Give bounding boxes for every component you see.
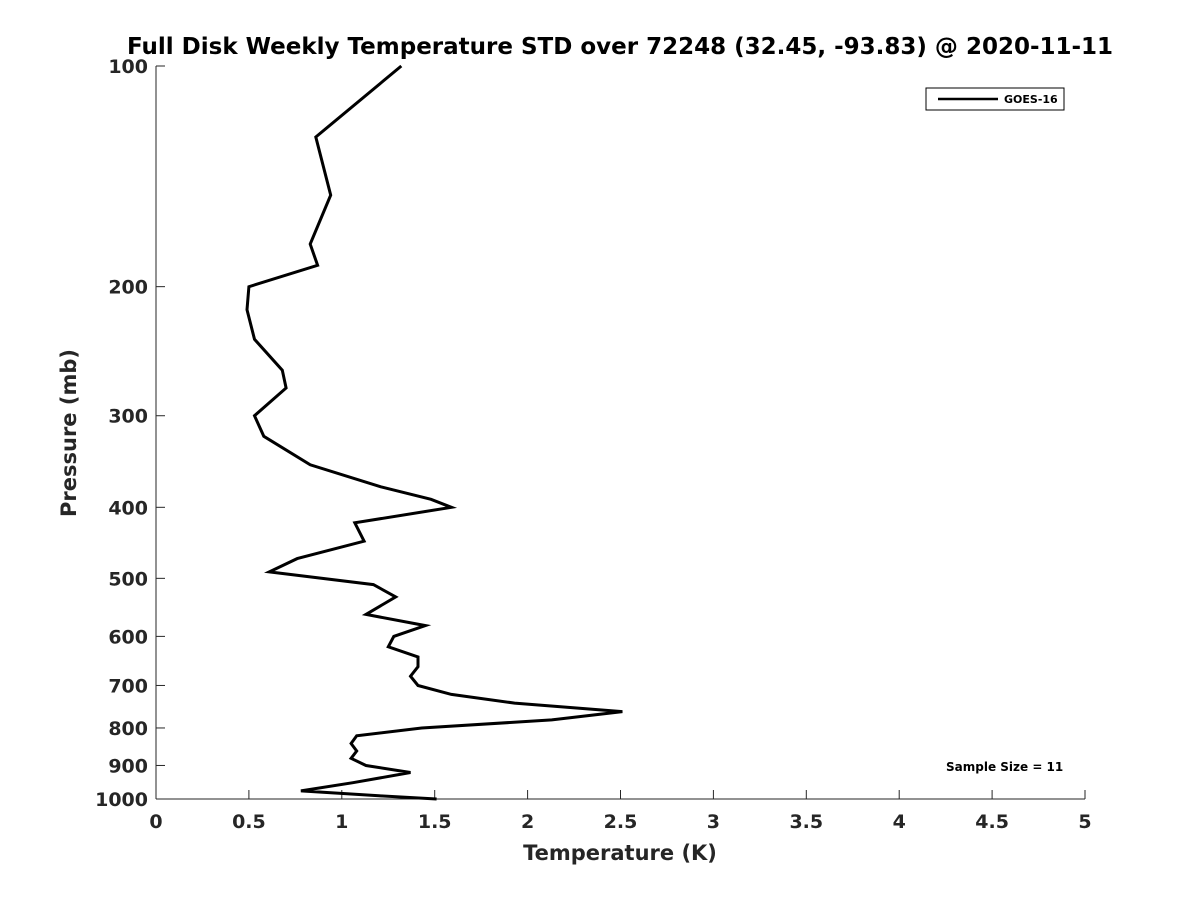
- y-tick-label: 400: [108, 497, 148, 519]
- y-tick-label: 1000: [95, 789, 148, 811]
- y-tick-label: 700: [108, 675, 148, 697]
- y-tick-label: 300: [108, 406, 148, 428]
- x-tick-label: 4.5: [975, 811, 1009, 833]
- y-tick-label: 200: [108, 277, 148, 299]
- y-axis-label: Pressure (mb): [57, 349, 81, 517]
- x-tick-label: 2: [521, 811, 534, 833]
- y-tick-label: 100: [108, 56, 148, 78]
- x-tick-label: 1: [335, 811, 348, 833]
- x-tick-label: 2.5: [604, 811, 638, 833]
- legend: GOES-16: [925, 87, 1065, 111]
- y-axis-ticks: 100 200 300 400 500 600 700 800 900 1000: [95, 56, 165, 811]
- x-tick-label: 0.5: [232, 811, 266, 833]
- series-layer: [245, 64, 623, 801]
- x-tick-label: 0: [149, 811, 162, 833]
- series-line-goes-16: [245, 64, 623, 801]
- x-axis-ticks: 0 0.5 1 1.5 2 2.5 3 3.5 4 4.5 5: [149, 790, 1092, 833]
- plot-area: [155, 66, 1085, 800]
- x-axis-label: Temperature (K): [523, 841, 717, 865]
- y-tick-label: 500: [108, 568, 148, 590]
- x-tick-label: 3.5: [789, 811, 823, 833]
- x-tick-label: 5: [1078, 811, 1091, 833]
- y-tick-label: 600: [108, 626, 148, 648]
- y-tick-label: 900: [108, 755, 148, 777]
- legend-label-goes16: GOES-16: [1004, 93, 1058, 106]
- chart-title: Full Disk Weekly Temperature STD over 72…: [127, 34, 1113, 60]
- sample-size-annotation: Sample Size = 11: [946, 760, 1063, 774]
- y-tick-label: 800: [108, 718, 148, 740]
- x-tick-label: 4: [893, 811, 906, 833]
- x-tick-label: 1.5: [418, 811, 452, 833]
- x-tick-label: 3: [707, 811, 720, 833]
